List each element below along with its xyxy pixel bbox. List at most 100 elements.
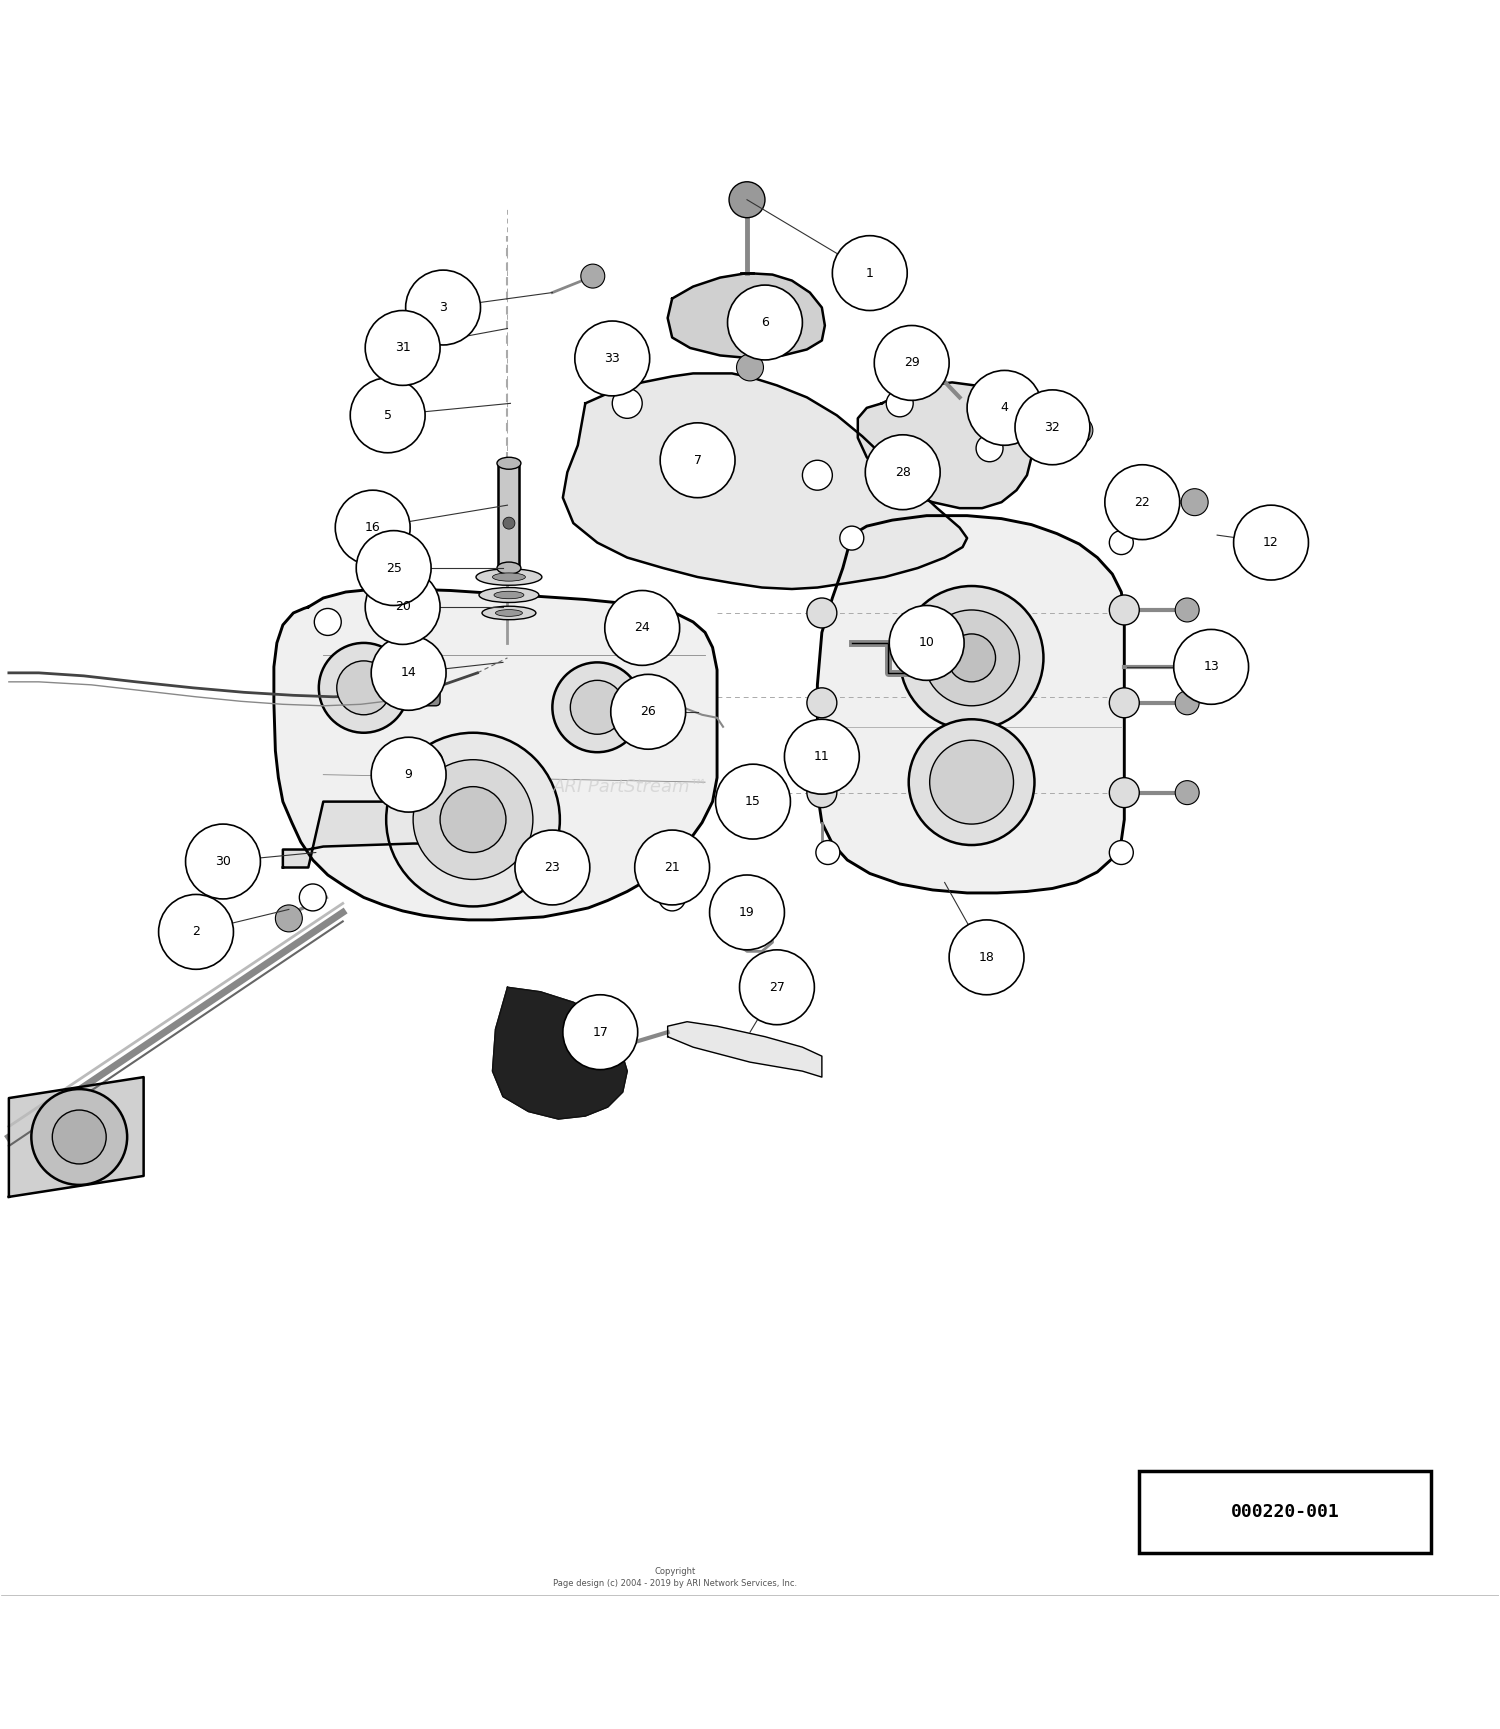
Polygon shape [274,590,717,920]
Circle shape [886,389,914,417]
Text: 17: 17 [592,1025,608,1039]
FancyBboxPatch shape [398,669,439,705]
Ellipse shape [496,456,520,469]
Circle shape [370,737,446,813]
Circle shape [910,346,938,372]
Polygon shape [562,373,968,590]
Polygon shape [668,1022,822,1077]
Circle shape [1174,782,1198,804]
Ellipse shape [492,572,525,581]
Circle shape [356,531,430,605]
Circle shape [514,830,590,904]
Circle shape [315,609,342,636]
Text: 2: 2 [192,925,200,939]
Circle shape [807,598,837,628]
Circle shape [816,840,840,864]
Text: 10: 10 [918,636,934,650]
Text: 16: 16 [364,520,381,534]
Text: 14: 14 [400,666,417,679]
Circle shape [186,825,261,899]
Circle shape [1110,778,1140,807]
Circle shape [1180,489,1208,515]
Text: 19: 19 [740,906,754,918]
Text: 3: 3 [440,301,447,315]
Text: 1: 1 [865,266,873,280]
Circle shape [874,325,950,401]
Circle shape [784,719,859,794]
Circle shape [924,610,1020,705]
Circle shape [562,994,638,1070]
Circle shape [320,643,408,733]
Text: Copyright: Copyright [654,1566,696,1575]
Ellipse shape [482,607,536,619]
Circle shape [350,379,424,453]
Circle shape [658,884,686,911]
Circle shape [604,360,619,375]
Bar [1140,1471,1431,1553]
Circle shape [570,679,624,735]
Text: 27: 27 [770,980,784,994]
Circle shape [1106,465,1179,539]
Polygon shape [492,987,627,1119]
Circle shape [574,322,650,396]
Circle shape [833,235,908,311]
Circle shape [1110,688,1140,718]
Ellipse shape [476,569,542,586]
Circle shape [1110,531,1134,555]
Circle shape [596,351,628,384]
Circle shape [610,674,686,749]
Polygon shape [818,515,1125,892]
Text: 32: 32 [1044,420,1060,434]
Text: 6: 6 [760,316,770,329]
Circle shape [413,759,532,880]
Circle shape [1110,840,1134,864]
Circle shape [159,894,234,970]
Circle shape [1110,595,1140,624]
Circle shape [976,434,1004,462]
Circle shape [53,1110,106,1164]
Circle shape [634,830,710,904]
Text: ARI PartStream™: ARI PartStream™ [552,778,708,795]
Circle shape [948,635,996,681]
Circle shape [580,265,604,289]
Text: 12: 12 [1263,536,1280,550]
Circle shape [930,740,1014,825]
Circle shape [1066,417,1094,444]
Text: 25: 25 [386,562,402,574]
Circle shape [364,569,440,645]
Text: 26: 26 [640,705,656,718]
Circle shape [405,270,480,346]
Circle shape [710,875,785,949]
Text: 24: 24 [634,621,650,635]
Circle shape [909,719,1035,845]
Polygon shape [668,273,825,358]
Text: 22: 22 [1134,496,1150,508]
Circle shape [1174,598,1198,622]
Text: 13: 13 [1203,660,1219,673]
Circle shape [552,662,642,752]
Circle shape [612,389,642,418]
Circle shape [300,884,327,911]
Circle shape [413,747,442,778]
Ellipse shape [478,588,538,602]
Circle shape [663,842,693,871]
Text: 31: 31 [394,341,411,354]
Circle shape [740,949,815,1025]
Circle shape [736,354,764,380]
Polygon shape [284,802,428,868]
Circle shape [728,285,803,360]
Circle shape [440,787,506,852]
Text: 11: 11 [815,750,830,762]
Circle shape [1233,505,1308,579]
Text: 9: 9 [405,768,412,782]
Text: 28: 28 [896,465,910,479]
Polygon shape [858,382,1032,508]
Circle shape [802,460,832,491]
Circle shape [807,688,837,718]
Polygon shape [498,463,519,569]
Text: 23: 23 [544,861,560,873]
Circle shape [604,591,680,666]
Circle shape [32,1089,128,1184]
Circle shape [890,605,965,679]
Circle shape [1206,654,1233,679]
